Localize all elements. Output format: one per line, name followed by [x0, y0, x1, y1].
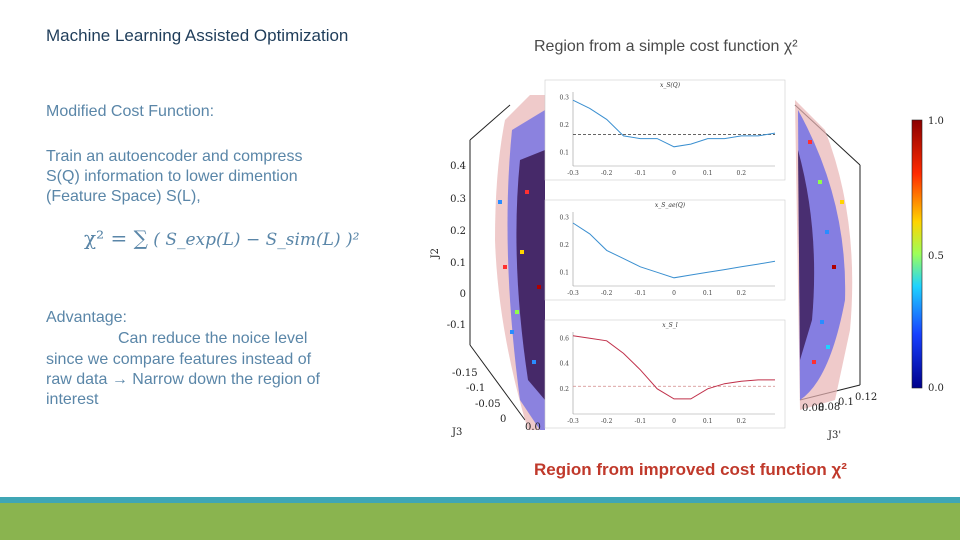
colorbar — [911, 119, 923, 389]
j3p-axis: 0.08 0.08 0.1 0.12 J3' — [802, 392, 877, 441]
inset-x-tick: -0.2 — [601, 418, 613, 425]
inset-chart-title: x_S_l — [662, 322, 677, 329]
inset-x-tick: -0.1 — [635, 170, 647, 177]
j2-tick: 0 — [460, 289, 466, 300]
inset-x-tick: 0 — [672, 290, 676, 297]
inset-chart-panel — [544, 199, 786, 301]
inset-x-tick: -0.3 — [567, 290, 579, 297]
inset-y-tick: 0.2 — [559, 242, 569, 249]
inset-x-tick: 0.1 — [703, 418, 713, 425]
paragraph-line: Train an autoencoder and compress — [46, 148, 303, 165]
j3-tick: -0.05 — [475, 399, 501, 410]
slide-title: Machine Learning Assisted Optimization — [46, 26, 349, 45]
j3-tick: 0 — [500, 414, 506, 425]
inset-y-tick: 0.3 — [559, 94, 569, 101]
j3-tick: 0.0 — [525, 422, 541, 433]
colorbar-tick: 1.0 — [928, 116, 944, 127]
advantage-line-1: Can reduce the noice level — [118, 330, 308, 347]
modified-cost-heading: Modified Cost Function: — [46, 103, 215, 120]
inset-x-tick: 0 — [672, 170, 676, 177]
inset-chart-title: x_S_ae(Q) — [655, 202, 686, 209]
footer-green-bar — [0, 503, 960, 540]
j3p-tick: 0.1 — [838, 397, 854, 408]
j3p-tick: 0.08 — [802, 403, 824, 414]
cost-formula: χ² = ∑ ( S_exp(L) − S_sim(L) )² — [84, 226, 359, 250]
scatter-points — [498, 140, 844, 364]
j2-tick: -0.1 — [447, 320, 466, 331]
paragraph: Train an autoencoder and compress S(Q) i… — [46, 147, 302, 207]
caption-improved-cost: Region from improved cost function χ² — [534, 460, 847, 479]
j3-axis: -0.15 -0.1 -0.05 0 0.0 J3 — [451, 368, 541, 438]
j3-tick: -0.15 — [452, 368, 478, 379]
footer-teal-bar — [0, 497, 960, 503]
inset-x-tick: -0.1 — [635, 418, 647, 425]
j3p-axis-label: J3' — [827, 430, 841, 441]
inset-series-line — [572, 99, 776, 148]
colorbar-ticks: 1.0 0.5 0.0 — [928, 116, 944, 394]
j2-tick: 0.2 — [450, 226, 466, 237]
colorbar-tick: 0.0 — [928, 383, 944, 394]
paragraph-line: S(Q) information to lower dimention — [46, 168, 298, 185]
j2-tick: 0.4 — [450, 161, 466, 172]
advantage-rest: since we compare features instead of raw… — [46, 350, 320, 410]
inset-y-tick: 0.2 — [559, 122, 569, 129]
paragraph-line: (Feature Space) S(L), — [46, 188, 201, 205]
inset-x-tick: -0.3 — [567, 418, 579, 425]
j2-axis: 0.4 0.3 0.2 0.1 0 -0.1 J2 — [430, 161, 466, 331]
inset-chart-panel — [544, 79, 786, 181]
inset-x-tick: -0.2 — [601, 290, 613, 297]
inset-y-tick: 0.3 — [559, 214, 569, 221]
j3-tick: -0.1 — [466, 383, 485, 394]
inset-charts: x_S(Q) -0.3 -0.2 -0.1 0 0.1 0.2 0.3 0.2 0.1 x_S_ae… — [544, 79, 786, 429]
j2-axis-label: J2 — [430, 248, 441, 259]
inset-y-tick: 0.2 — [559, 386, 569, 393]
advantage-line: interest — [46, 391, 99, 408]
advantage-line: since we compare features instead of — [46, 351, 312, 368]
right-region — [795, 100, 853, 410]
formula-lhs: χ² = ∑ — [84, 226, 148, 250]
inset-y-tick: 0.4 — [559, 361, 569, 368]
inset-series-line — [572, 222, 776, 279]
caption-simple-cost: Region from a simple cost function χ² — [534, 38, 798, 55]
j2-tick: 0.3 — [450, 194, 466, 205]
inset-x-tick: -0.1 — [635, 290, 647, 297]
inset-x-tick: -0.2 — [601, 170, 613, 177]
inset-x-tick: 0.2 — [737, 290, 747, 297]
inset-x-tick: 0 — [672, 418, 676, 425]
inset-y-tick: 0.6 — [559, 335, 569, 342]
inset-chart-title: x_S(Q) — [660, 82, 681, 89]
advantage-heading: Advantage: — [46, 309, 127, 326]
j3-axis-label: J3 — [451, 427, 462, 438]
formula-body: ( S_exp(L) − S_sim(L) )² — [153, 230, 360, 250]
j3p-tick: 0.12 — [855, 392, 877, 403]
advantage-line: raw data → Narrow down the region of — [46, 371, 320, 388]
inset-x-tick: 0.2 — [737, 418, 747, 425]
inset-x-tick: 0.1 — [703, 290, 713, 297]
inset-series-line — [572, 335, 775, 400]
inset-x-tick: -0.3 — [567, 170, 579, 177]
inset-y-tick: 0.1 — [559, 149, 569, 156]
left-region — [495, 95, 545, 430]
inset-y-tick: 0.1 — [559, 269, 569, 276]
inset-chart-panel — [544, 319, 786, 429]
inset-x-tick: 0.1 — [703, 170, 713, 177]
colorbar-tick: 0.5 — [928, 251, 944, 262]
j3p-tick: 0.08 — [818, 402, 840, 413]
j2-tick: 0.1 — [450, 258, 466, 269]
inset-x-tick: 0.2 — [737, 170, 747, 177]
